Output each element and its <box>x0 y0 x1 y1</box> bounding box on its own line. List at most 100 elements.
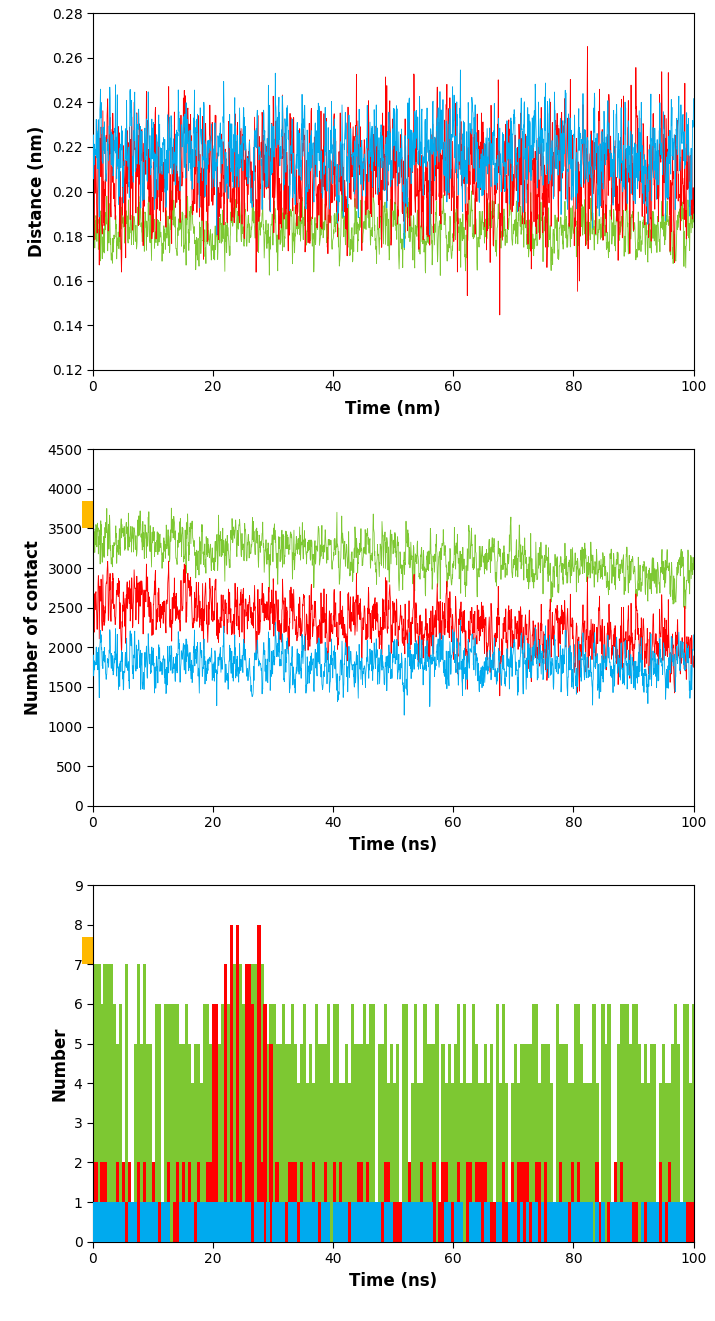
Bar <box>242 1202 245 1242</box>
Bar <box>387 1162 390 1242</box>
Bar <box>332 1004 336 1242</box>
Bar <box>596 1162 598 1242</box>
Bar <box>526 1202 529 1242</box>
Bar <box>227 1202 230 1242</box>
Bar <box>426 1202 430 1242</box>
Bar <box>619 1202 623 1242</box>
Bar <box>185 1202 188 1242</box>
Bar <box>390 1044 393 1242</box>
Bar <box>387 1202 390 1242</box>
Bar <box>674 1202 677 1242</box>
Bar <box>562 1202 566 1242</box>
Bar <box>206 1004 209 1242</box>
Bar <box>345 1044 348 1242</box>
Bar <box>448 1202 450 1242</box>
Bar <box>215 1202 218 1242</box>
Bar <box>511 1083 514 1242</box>
Bar <box>668 1202 671 1242</box>
Bar <box>674 1004 677 1242</box>
Bar <box>430 1044 433 1242</box>
Bar <box>393 1202 396 1242</box>
Bar <box>309 1202 312 1242</box>
Bar <box>375 1202 378 1242</box>
Bar <box>255 1202 257 1242</box>
Bar <box>668 1162 671 1242</box>
Bar <box>263 1044 267 1242</box>
Bar <box>495 1202 499 1242</box>
Bar <box>541 1202 544 1242</box>
Bar <box>475 1044 478 1242</box>
Bar <box>173 1004 176 1242</box>
Bar <box>158 1202 161 1242</box>
Bar <box>535 1202 538 1242</box>
Bar <box>209 1162 212 1242</box>
Bar <box>305 1202 309 1242</box>
Bar <box>559 1202 562 1242</box>
Bar <box>336 1202 339 1242</box>
Bar <box>122 1162 124 1242</box>
Bar <box>465 1083 469 1242</box>
Bar <box>255 964 257 1242</box>
Bar <box>626 1004 628 1242</box>
Bar <box>535 1162 538 1242</box>
Bar <box>200 1083 203 1242</box>
Bar <box>641 1202 644 1242</box>
Bar <box>532 1202 535 1242</box>
Bar <box>550 1202 553 1242</box>
Bar <box>139 1202 143 1242</box>
Bar <box>650 1202 653 1242</box>
Bar <box>418 1202 420 1242</box>
Bar <box>526 1162 529 1242</box>
Bar <box>127 1162 131 1242</box>
Bar <box>475 1162 478 1242</box>
Bar <box>218 1044 221 1242</box>
Bar <box>167 1202 170 1242</box>
Bar <box>589 1202 593 1242</box>
Y-axis label: Distance (nm): Distance (nm) <box>28 125 46 258</box>
Bar <box>209 1202 212 1242</box>
Bar <box>152 1202 155 1242</box>
Bar <box>408 1202 411 1242</box>
Bar <box>547 1044 551 1242</box>
Bar <box>143 1202 146 1242</box>
Bar <box>134 1202 137 1242</box>
Bar <box>390 1202 393 1242</box>
Bar <box>601 1202 605 1242</box>
Bar <box>393 1083 396 1242</box>
Bar <box>191 1202 194 1242</box>
Bar <box>312 1202 315 1242</box>
Bar <box>267 1044 270 1242</box>
Bar <box>275 1162 279 1242</box>
Bar <box>375 1202 378 1242</box>
Bar <box>257 925 260 1242</box>
Bar <box>185 1004 188 1242</box>
Bar <box>272 1004 275 1242</box>
Bar <box>592 1004 596 1242</box>
Bar <box>131 1202 134 1242</box>
Bar <box>233 964 237 1242</box>
Bar <box>613 1202 616 1242</box>
Bar <box>357 1162 360 1242</box>
X-axis label: Time (ns): Time (ns) <box>349 836 438 853</box>
Bar <box>418 1083 420 1242</box>
Bar <box>381 1202 384 1242</box>
Bar <box>109 1202 113 1242</box>
Bar <box>354 1044 357 1242</box>
Bar <box>372 1004 375 1242</box>
Bar <box>574 1004 578 1242</box>
Bar <box>149 1202 152 1242</box>
Bar <box>366 1162 369 1242</box>
Bar <box>616 1202 620 1242</box>
Bar <box>342 1083 345 1242</box>
Bar <box>227 1202 230 1242</box>
Bar <box>285 1044 287 1242</box>
Bar <box>671 1044 674 1242</box>
Bar <box>294 1044 297 1242</box>
Bar <box>182 1162 185 1242</box>
Bar <box>487 1083 490 1242</box>
Bar <box>646 1202 650 1242</box>
Bar <box>659 1083 662 1242</box>
Bar <box>342 1202 345 1242</box>
Bar <box>282 1202 285 1242</box>
Bar <box>164 1202 167 1242</box>
